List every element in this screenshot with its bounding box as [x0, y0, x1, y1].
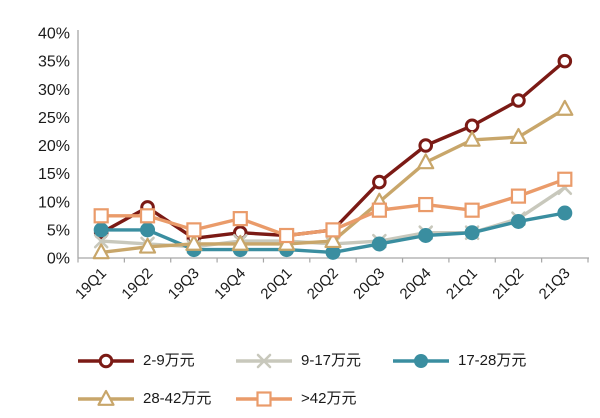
series-2-filled-circle-marker — [93, 222, 109, 238]
plot-area: 0% 5% 10% 15% 20% 25% 30% 35% 40% 19Q1 19Q2 19Q3 19Q… — [38, 26, 589, 303]
y-tick-label: 10% — [38, 194, 70, 211]
legend-label: 9-17万元 — [301, 352, 362, 369]
x-tick-label: 21Q1 — [443, 265, 481, 303]
legend-item: 2-9万元 — [77, 350, 195, 372]
series-0-open-circle-marker — [464, 118, 480, 134]
legend-label: 28-42万元 — [143, 390, 212, 407]
series-3-open-triangle-marker — [185, 234, 203, 251]
series-3-open-triangle-marker — [417, 153, 435, 170]
legend-item: 28-42万元 — [77, 388, 211, 410]
legend-item: 17-28万元 — [392, 350, 526, 372]
series-3-open-triangle-marker — [231, 234, 249, 251]
legend-x-icon — [236, 353, 292, 369]
series-4-open-square-marker — [464, 202, 480, 218]
legend-label: 2-9万元 — [143, 352, 195, 369]
series-4-open-square-marker — [418, 196, 434, 213]
series-3-open-triangle-marker — [324, 232, 342, 249]
x-tick-label: 19Q3 — [165, 265, 203, 303]
legend-open-triangle-icon — [78, 389, 134, 406]
series-4-open-square-marker — [325, 222, 341, 238]
legend-label: 17-28万元 — [458, 352, 527, 369]
series-3-open-triangle-marker — [509, 127, 528, 144]
y-tick-label: 25% — [38, 110, 70, 127]
series-3-open-triangle-marker — [138, 237, 157, 254]
legend-open-square-icon — [236, 391, 292, 407]
series-3-open-triangle-marker — [463, 130, 481, 147]
series-3-open-triangle-marker — [556, 99, 574, 116]
y-tick-label: 35% — [38, 54, 70, 71]
series-2-filled-circle-marker — [557, 205, 573, 221]
series-3-open-triangle-marker — [92, 243, 110, 260]
series-2-filled-circle-marker — [510, 213, 526, 229]
series-4-open-square-marker — [510, 188, 527, 204]
series-4-open-square-marker — [93, 208, 109, 224]
y-tick-label: 15% — [38, 166, 70, 183]
y-tick-label: 30% — [38, 82, 70, 99]
x-tick-label: 19Q2 — [118, 265, 156, 303]
series-0-open-circle-marker — [372, 174, 387, 190]
legend-item: 9-17万元 — [235, 350, 361, 372]
series-0-line — [99, 59, 567, 240]
x-tick-label: 21Q3 — [536, 265, 574, 303]
series-0-open-circle-marker — [557, 53, 573, 69]
series-4-open-square-marker — [186, 222, 202, 238]
y-tick-label: 0% — [47, 251, 70, 268]
x-tick-label: 20Q4 — [397, 265, 435, 303]
x-tick-label: 20Q2 — [304, 265, 342, 303]
x-tick-label: 20Q3 — [350, 265, 388, 303]
legend-item: >42万元 — [235, 388, 356, 410]
series-4-open-square-marker — [279, 227, 295, 244]
legend-filled-circle-icon — [393, 354, 449, 368]
series-4-open-square-marker — [371, 202, 387, 218]
series-2-filled-circle-marker — [371, 236, 387, 252]
x-tick-label: 19Q1 — [72, 265, 110, 303]
x-tick-label: 20Q1 — [257, 265, 295, 303]
series-4-open-square-marker — [232, 211, 248, 227]
series-4-open-square-marker — [139, 208, 156, 224]
legend-label: >42万元 — [301, 390, 357, 407]
y-tick-label: 5% — [47, 222, 70, 239]
y-tick-label: 40% — [38, 26, 70, 43]
series-2-filled-circle-marker — [140, 222, 156, 238]
legend: 2-9万元 9-17万元 17-28万元 28-42万元 >42万元 — [0, 0, 600, 407]
series-2-filled-circle-marker — [464, 225, 480, 241]
y-tick-label: 20% — [38, 138, 70, 155]
series-1-x-marker — [93, 233, 109, 249]
series-2-filled-circle-marker — [418, 228, 434, 243]
x-tick-label: 21Q2 — [489, 265, 527, 303]
series-0-open-circle-marker — [418, 138, 434, 153]
series-0-open-circle-marker — [511, 93, 526, 108]
legend-open-circle-icon — [78, 353, 134, 369]
series-4-open-square-marker — [557, 171, 573, 187]
x-tick-label: 19Q4 — [211, 265, 249, 303]
